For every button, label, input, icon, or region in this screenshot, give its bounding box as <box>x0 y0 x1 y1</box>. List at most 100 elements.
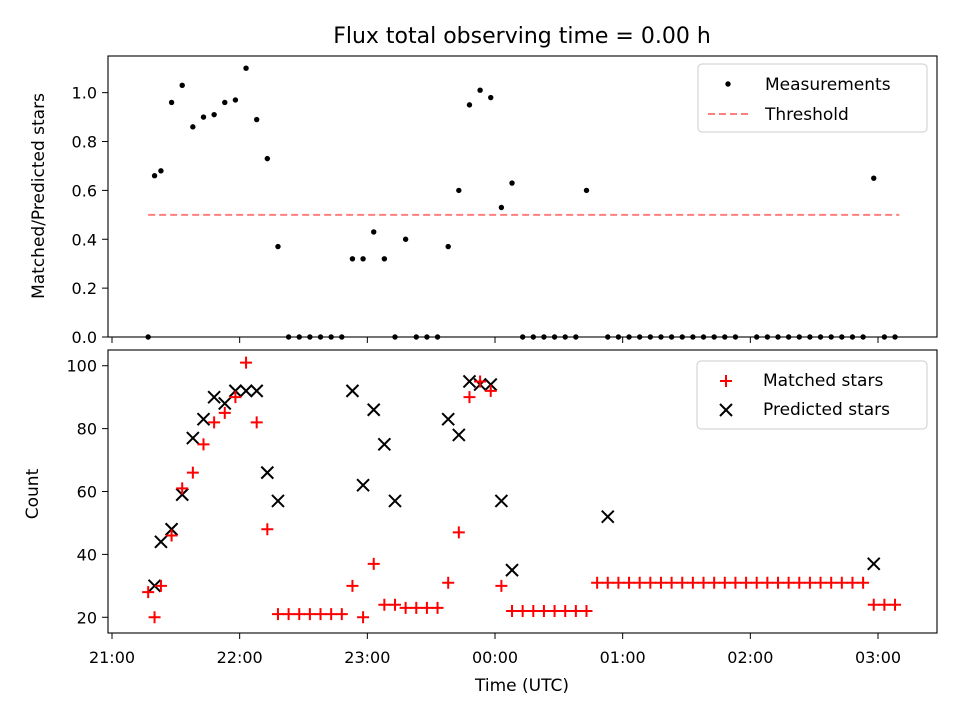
measurement-point <box>445 243 451 250</box>
matched-star-point <box>537 604 550 617</box>
bottom-x-ticks: 21:00 22:00 23:00 00:00 01:00 02:00 03:00 <box>89 633 901 667</box>
bottom-x-tick-label: 02:00 <box>727 648 773 667</box>
predicted-star-point <box>249 384 264 398</box>
x-axis-label: Time (UTC) <box>474 676 569 696</box>
matched-star-point <box>548 604 561 617</box>
predicted-star-point <box>228 384 243 398</box>
matched-star-point <box>208 416 221 429</box>
predicted-star-point <box>175 487 189 502</box>
measurement-point <box>488 94 494 101</box>
bottom-x-tick-label: 21:00 <box>89 648 135 667</box>
measurement-point <box>168 99 175 106</box>
matched-star-point <box>825 576 838 589</box>
predicted-star-point <box>239 384 253 398</box>
matched-star-point <box>142 586 155 599</box>
matched-star-point <box>463 391 476 404</box>
matched-star-point <box>431 601 444 614</box>
legend-measurement-marker <box>725 81 731 87</box>
measurement-point <box>871 175 877 181</box>
predicted-star-point <box>196 412 211 426</box>
matched-star-point <box>367 557 380 570</box>
measurement-point <box>151 173 158 179</box>
measurement-point <box>200 114 207 120</box>
bottom-y-tick-label: 20 <box>77 608 97 627</box>
measurement-point <box>360 256 366 262</box>
measurement-point <box>211 111 217 118</box>
matched-star-point <box>846 576 859 589</box>
matched-star-point <box>718 576 731 589</box>
matched-star-point <box>261 523 274 536</box>
measurement-point <box>253 116 260 123</box>
matched-star-point <box>729 576 742 589</box>
top-y-tick-label: 0.0 <box>72 328 97 347</box>
predicted-star-point <box>164 522 179 536</box>
matched-star-point <box>335 608 348 621</box>
matched-star-point <box>484 384 497 397</box>
measurement-point <box>402 236 409 242</box>
matched-star-point <box>495 579 508 592</box>
predicted-star-point <box>494 494 509 508</box>
matched-star-point <box>388 598 401 611</box>
measurement-point <box>456 187 462 194</box>
matched-star-point <box>186 466 199 479</box>
matched-star-point <box>271 608 284 621</box>
bottom-x-tick-label: 22:00 <box>217 648 263 667</box>
predicted-star-point <box>377 437 392 452</box>
legend-threshold-label: Threshold <box>764 105 849 125</box>
predicted-star-point <box>207 390 221 404</box>
bottom-y-ticks: 20 40 60 80 100 <box>66 357 108 627</box>
predicted-star-point <box>345 384 360 398</box>
matched-star-point <box>708 576 721 589</box>
top-legend-box <box>697 63 928 133</box>
matched-star-point <box>676 576 689 589</box>
predicted-star-point <box>154 535 168 549</box>
matched-star-point <box>665 576 678 589</box>
matched-star-point <box>633 576 646 589</box>
matched-star-point <box>591 576 604 589</box>
matched-star-point <box>218 406 231 419</box>
bottom-legend: Matched stars Predicted stars <box>696 360 928 430</box>
measurement-point <box>381 256 388 262</box>
matched-star-point <box>474 375 487 388</box>
matched-star-point <box>516 604 529 617</box>
predicted-star-point <box>218 396 232 411</box>
measurement-point <box>477 87 483 93</box>
matched-star-point <box>623 576 636 589</box>
matched-star-point <box>761 576 774 589</box>
matched-star-point <box>835 576 848 589</box>
bottom-x-tick-label: 03:00 <box>855 648 901 667</box>
top-legend: Measurements Threshold <box>697 63 928 133</box>
measurement-point <box>264 155 271 162</box>
matched-star-point <box>601 576 614 589</box>
measurement-point <box>232 97 239 103</box>
predicted-star-point <box>388 494 402 508</box>
matched-star-point <box>314 608 327 621</box>
matched-star-point <box>378 598 391 611</box>
matched-star-point <box>452 526 465 539</box>
matched-star-point <box>654 576 667 589</box>
measurement-point <box>158 168 164 174</box>
matched-star-point <box>580 604 593 617</box>
matched-star-point <box>154 579 167 592</box>
matched-star-point <box>803 576 816 589</box>
matched-star-point <box>240 356 253 369</box>
top-y-axis-label: Matched/Predicted stars <box>29 93 49 299</box>
matched-star-point <box>559 604 572 617</box>
matched-star-point <box>357 611 370 624</box>
legend-measurements-label: Measurements <box>765 75 891 95</box>
legend-matched-label: Matched stars <box>763 371 883 391</box>
bottom-y-tick-label: 100 <box>66 357 97 376</box>
predicted-star-point <box>271 494 285 508</box>
matched-star-point <box>506 604 519 617</box>
predicted-star-point <box>484 377 498 392</box>
measurement-point <box>509 180 515 186</box>
predicted-star-point <box>260 465 275 480</box>
matched-star-point <box>303 608 316 621</box>
measurement-point <box>371 229 377 235</box>
measurement-point <box>190 124 196 130</box>
top-y-tick-label: 1.0 <box>72 84 97 103</box>
matched-star-point <box>814 576 827 589</box>
matched-star-point <box>165 529 178 542</box>
matched-star-point <box>686 576 699 589</box>
matched-star-point <box>612 576 625 589</box>
